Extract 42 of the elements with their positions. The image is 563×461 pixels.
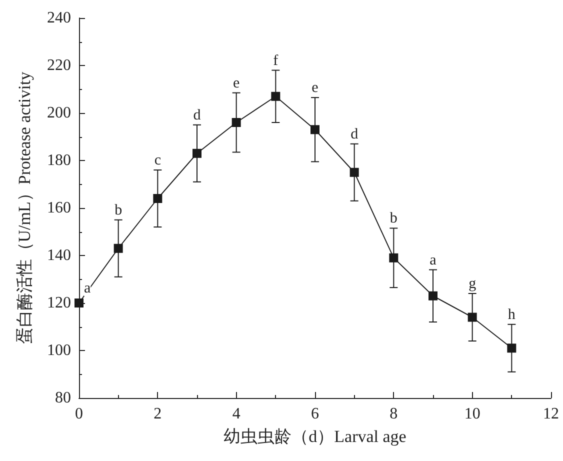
point bbox=[114, 244, 123, 253]
annotation: e bbox=[232, 75, 240, 92]
y-tick-label: 180 bbox=[47, 152, 71, 169]
x-tick-label: 2 bbox=[154, 406, 162, 422]
point bbox=[271, 92, 280, 101]
x-tick-label: 12 bbox=[543, 406, 559, 422]
point bbox=[389, 253, 398, 262]
y-tick-label: 240 bbox=[47, 10, 71, 26]
y-tick-label: 140 bbox=[47, 247, 71, 264]
annotation: g bbox=[468, 276, 477, 292]
annotation: e bbox=[312, 80, 319, 96]
point bbox=[468, 312, 477, 322]
x-tick-label: 8 bbox=[390, 406, 398, 422]
x-tick-label: 0 bbox=[75, 406, 83, 422]
y-tick-label: 160 bbox=[47, 200, 71, 216]
y-tick-label: 200 bbox=[47, 104, 71, 122]
point bbox=[232, 118, 241, 127]
x-tick-label: 4 bbox=[232, 406, 240, 422]
annotation: a bbox=[84, 280, 91, 296]
y-axis-title: 蛋白酶活性（U/mL）Protease activity bbox=[15, 71, 34, 344]
point bbox=[192, 148, 202, 158]
point bbox=[350, 168, 359, 177]
y-tick-label: 120 bbox=[47, 294, 71, 312]
x-tick-label: 10 bbox=[464, 406, 480, 422]
annotation: d bbox=[193, 107, 202, 124]
point bbox=[74, 298, 84, 308]
annotation: f bbox=[273, 52, 278, 69]
point bbox=[310, 125, 320, 134]
annotation: c bbox=[154, 152, 162, 168]
point bbox=[428, 291, 438, 300]
point bbox=[153, 194, 162, 203]
annotation: h bbox=[508, 306, 516, 323]
x-tick-label: 6 bbox=[311, 406, 319, 422]
annotation: b bbox=[114, 202, 122, 218]
y-tick-label: 100 bbox=[47, 342, 71, 359]
y-tick-label: 80 bbox=[55, 390, 71, 406]
y-tick-label: 220 bbox=[47, 57, 71, 74]
annotation: a bbox=[430, 252, 437, 268]
point bbox=[507, 344, 516, 353]
x-axis-title: 幼虫虫龄（d）Larval age bbox=[224, 427, 406, 446]
annotation: b bbox=[390, 210, 398, 227]
annotation: d bbox=[350, 126, 359, 142]
